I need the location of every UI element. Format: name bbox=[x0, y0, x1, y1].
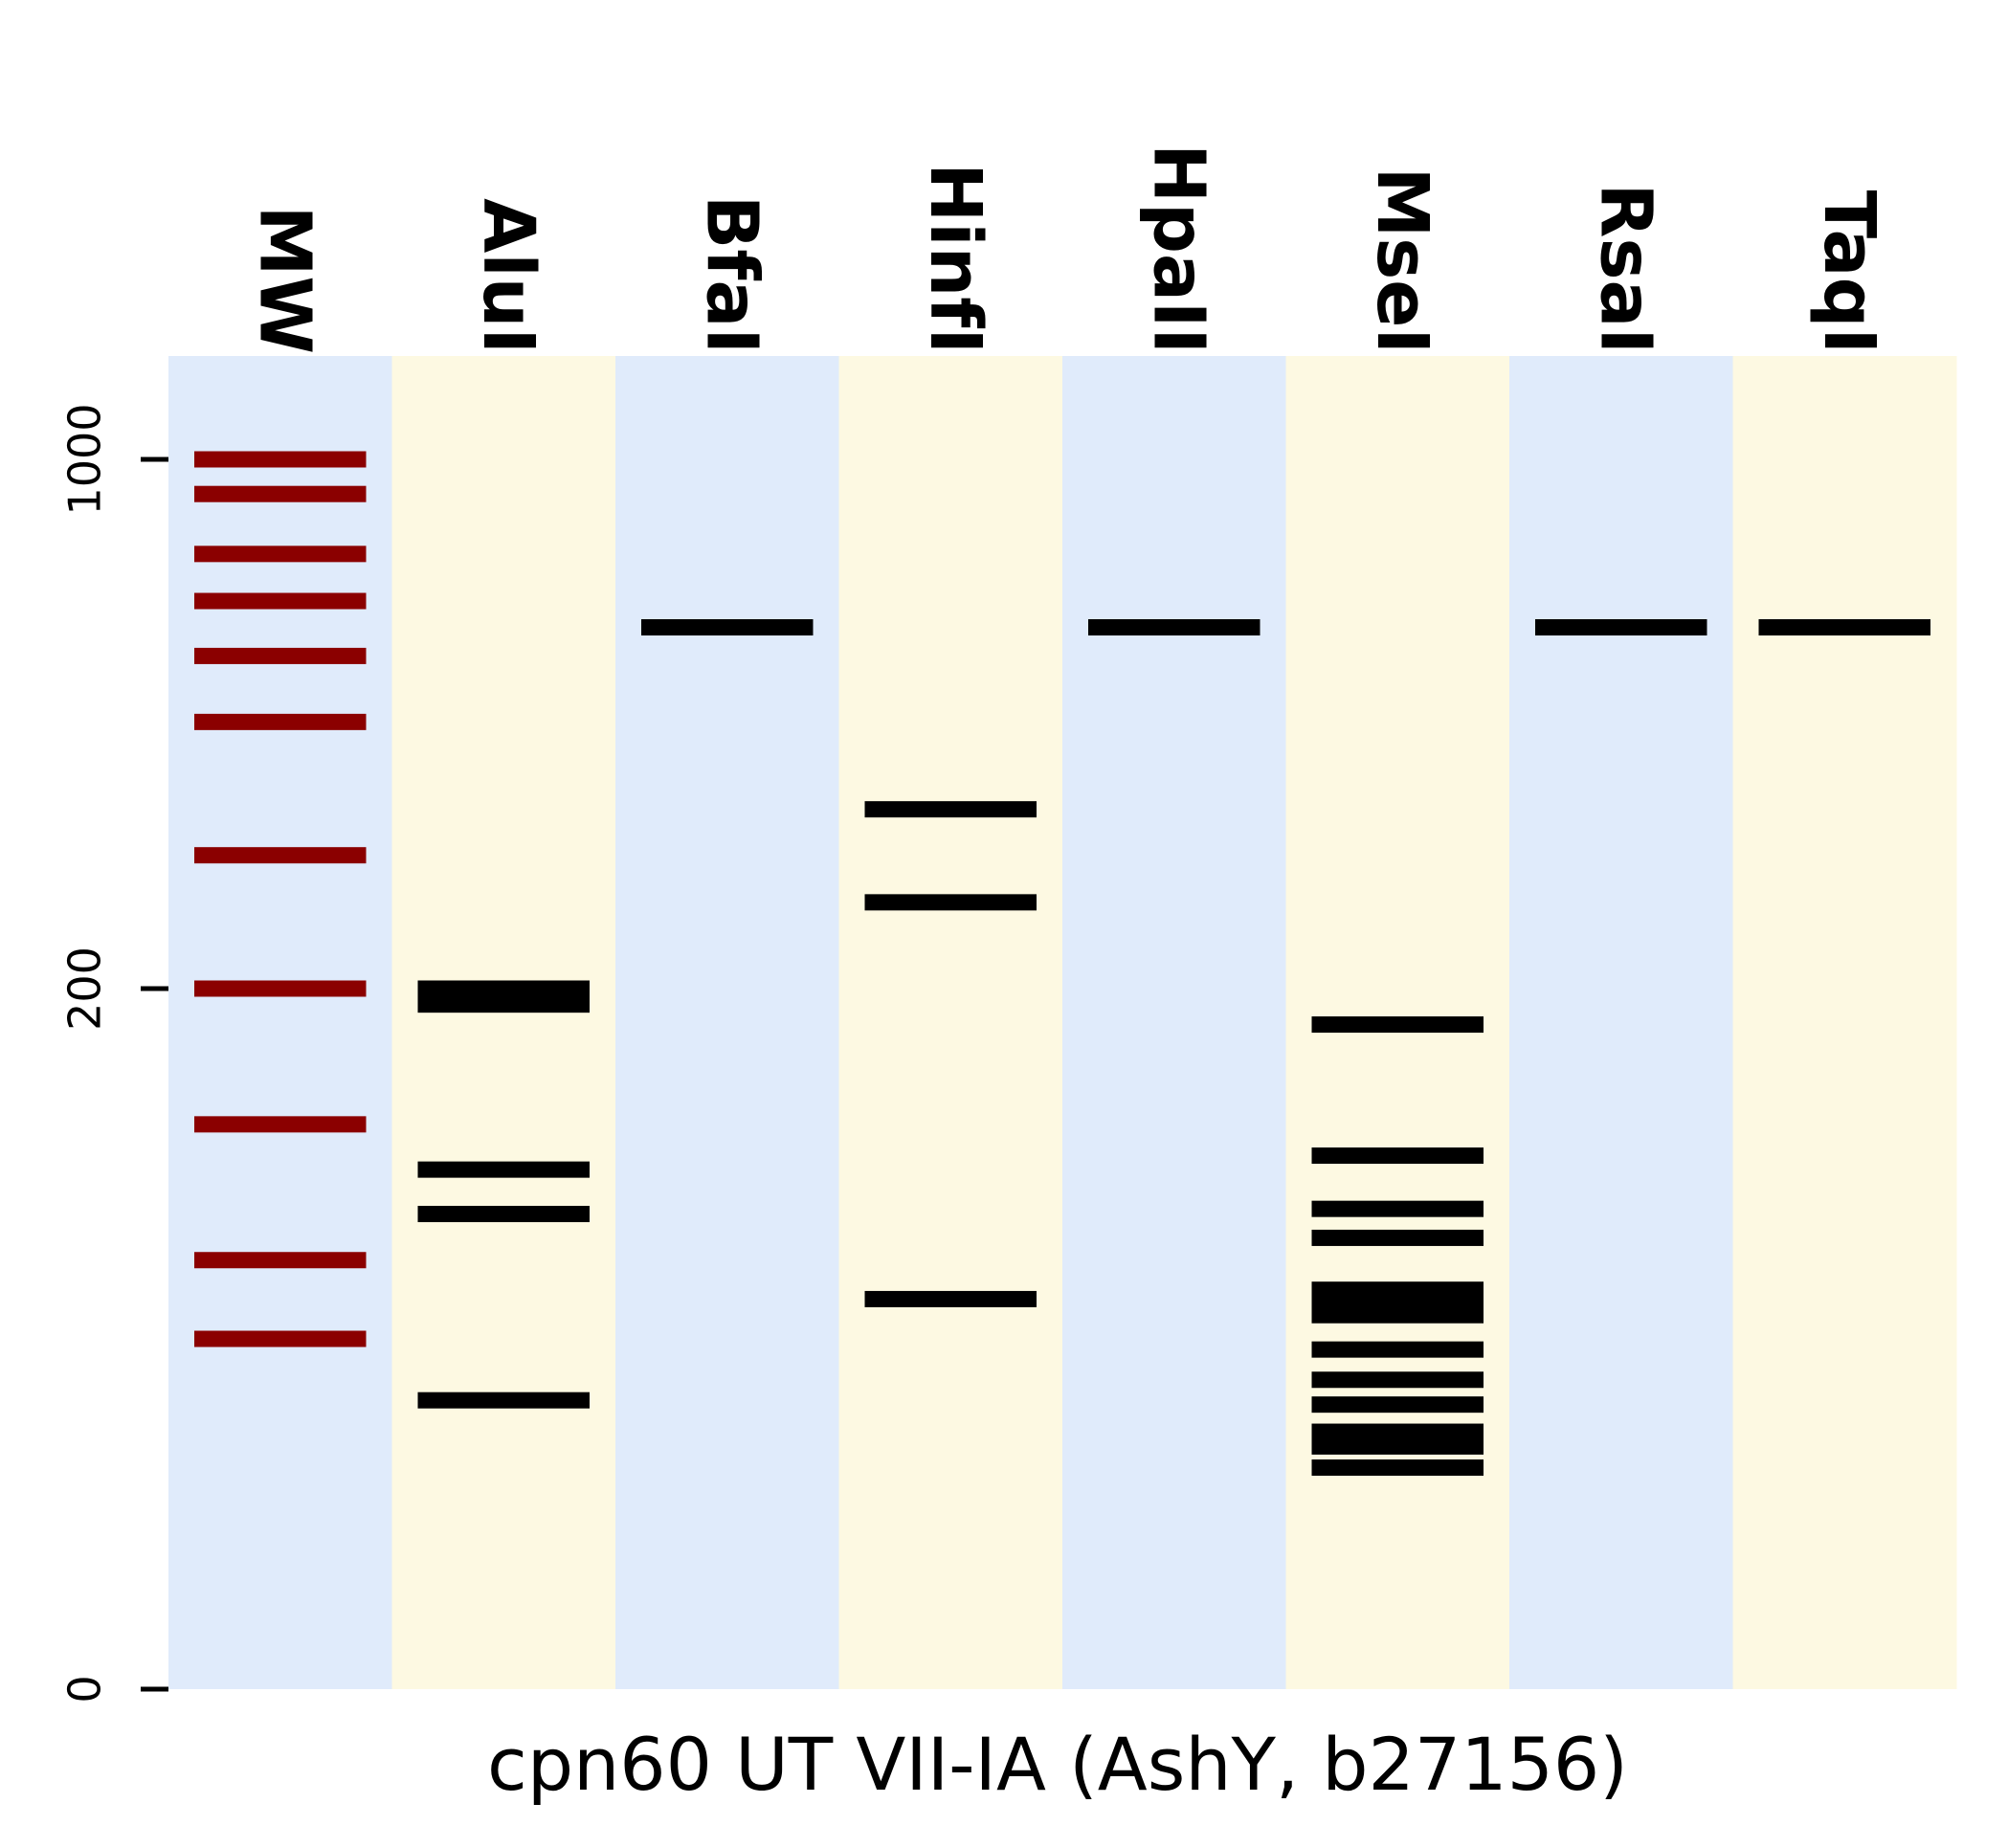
lane-label-bfai: BfaI bbox=[690, 195, 772, 354]
ladder-band-mw bbox=[194, 1116, 367, 1133]
lane-label-hpaii: HpaII bbox=[1137, 144, 1219, 354]
ladder-band-mw bbox=[194, 451, 367, 468]
bands bbox=[194, 451, 1930, 1477]
band-alui bbox=[417, 996, 590, 1013]
ladder-band-mw bbox=[194, 592, 367, 610]
lane-label-mw: MW bbox=[243, 206, 325, 354]
y-tick-label: 1000 bbox=[59, 403, 111, 515]
lane-background-taqi bbox=[1732, 356, 1957, 1689]
band-msei bbox=[1311, 1229, 1484, 1246]
lane-background-alui bbox=[391, 356, 616, 1689]
band-msei bbox=[1311, 1281, 1484, 1299]
ladder-band-mw bbox=[194, 485, 367, 502]
y-axis: 0 200 1000 bbox=[59, 403, 168, 1703]
ladder-band-mw bbox=[194, 713, 367, 730]
lane-label-hinfi: HinfI bbox=[914, 163, 996, 354]
band-alui bbox=[417, 1206, 590, 1223]
band-rsai bbox=[1535, 619, 1707, 636]
lane-label-alui: AluI bbox=[467, 198, 549, 354]
ladder-band-mw bbox=[194, 647, 367, 664]
band-alui bbox=[417, 980, 590, 997]
band-taqi bbox=[1758, 619, 1930, 636]
ladder-band-mw bbox=[194, 847, 367, 864]
band-bfai bbox=[641, 619, 814, 636]
ladder-band-mw bbox=[194, 1330, 367, 1347]
band-msei bbox=[1311, 1306, 1484, 1324]
lane-background-hinfi bbox=[838, 356, 1063, 1689]
y-tick-label: 0 bbox=[59, 1675, 111, 1703]
band-msei bbox=[1311, 1147, 1484, 1165]
band-hinfi bbox=[864, 1290, 1037, 1307]
band-msei bbox=[1311, 1294, 1484, 1311]
band-msei bbox=[1311, 1459, 1484, 1477]
ladder-band-mw bbox=[194, 545, 367, 563]
lane-background-hpaii bbox=[1062, 356, 1286, 1689]
band-msei bbox=[1311, 1200, 1484, 1217]
band-hinfi bbox=[864, 894, 1037, 911]
lane-labels: MW AluI BfaI HinfI HpaII MseI RsaI TaqI bbox=[243, 144, 1890, 354]
band-hinfi bbox=[864, 801, 1037, 818]
band-msei bbox=[1311, 1396, 1484, 1414]
x-axis-label: cpn60 UT VII-IA (AshY, b27156) bbox=[487, 1722, 1628, 1807]
lane-background-rsai bbox=[1509, 356, 1733, 1689]
lane-background-mw bbox=[168, 356, 392, 1689]
band-hpaii bbox=[1088, 619, 1261, 636]
band-msei bbox=[1311, 1016, 1484, 1034]
lane-label-taqi: TaqI bbox=[1808, 190, 1890, 354]
band-msei bbox=[1311, 1371, 1484, 1389]
band-alui bbox=[417, 1161, 590, 1178]
band-msei bbox=[1311, 1423, 1484, 1440]
ladder-band-mw bbox=[194, 1252, 367, 1269]
y-tick-label: 200 bbox=[59, 946, 111, 1031]
band-msei bbox=[1311, 1341, 1484, 1358]
band-msei bbox=[1311, 1437, 1484, 1455]
band-alui bbox=[417, 1392, 590, 1409]
lane-label-msei: MseI bbox=[1361, 167, 1443, 354]
ladder-band-mw bbox=[194, 980, 367, 997]
lane-label-rsai: RsaI bbox=[1584, 184, 1666, 355]
lane-backgrounds bbox=[168, 356, 1957, 1689]
lane-background-bfai bbox=[615, 356, 839, 1689]
